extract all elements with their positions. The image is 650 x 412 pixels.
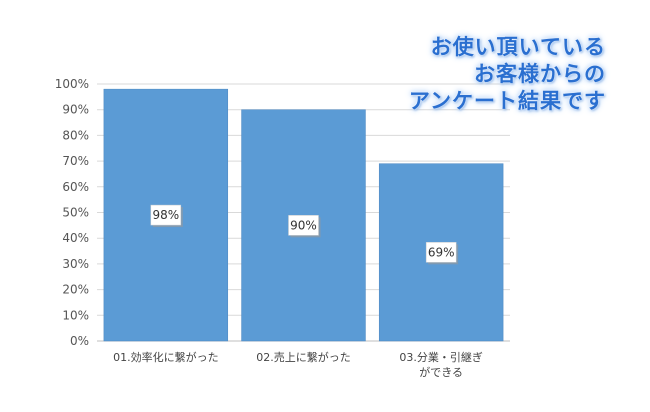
data-label-text: 98% [152,208,179,222]
data-label-text: 90% [290,218,317,232]
x-tick-label: ができる [419,365,463,379]
y-tick-label: 10% [62,308,89,322]
y-tick-label: 70% [62,154,89,168]
x-tick-label: 01.効率化に繋がった [113,350,219,364]
y-tick-label: 40% [62,231,89,245]
data-label-box [288,215,319,236]
data-label-box [150,204,182,226]
chart-title-line-2: お客様からの [474,62,606,86]
data-label: 98% [150,204,183,228]
y-tick-label: 0% [70,334,89,348]
chart-title-line-1: お使い頂いている [430,35,606,59]
y-tick-label: 30% [62,257,89,271]
chart-title-line-3: アンケート結果です [408,89,606,113]
data-label: 90% [288,215,321,238]
y-tick-label: 80% [62,128,89,142]
y-tick-label: 90% [62,103,89,117]
chart-title: お使い頂いている お客様からの アンケート結果です [376,34,606,115]
y-tick-label: 60% [62,180,89,194]
x-tick-label: 03.分業・引継ぎ [399,350,483,364]
x-tick-label: 02.売上に繋がった [256,350,351,364]
data-label: 69% [425,242,459,265]
y-tick-label: 100% [55,77,89,91]
y-tick-label: 50% [62,206,89,220]
data-label-text: 69% [428,245,455,259]
data-label-box [425,242,457,263]
y-tick-label: 20% [62,283,89,297]
